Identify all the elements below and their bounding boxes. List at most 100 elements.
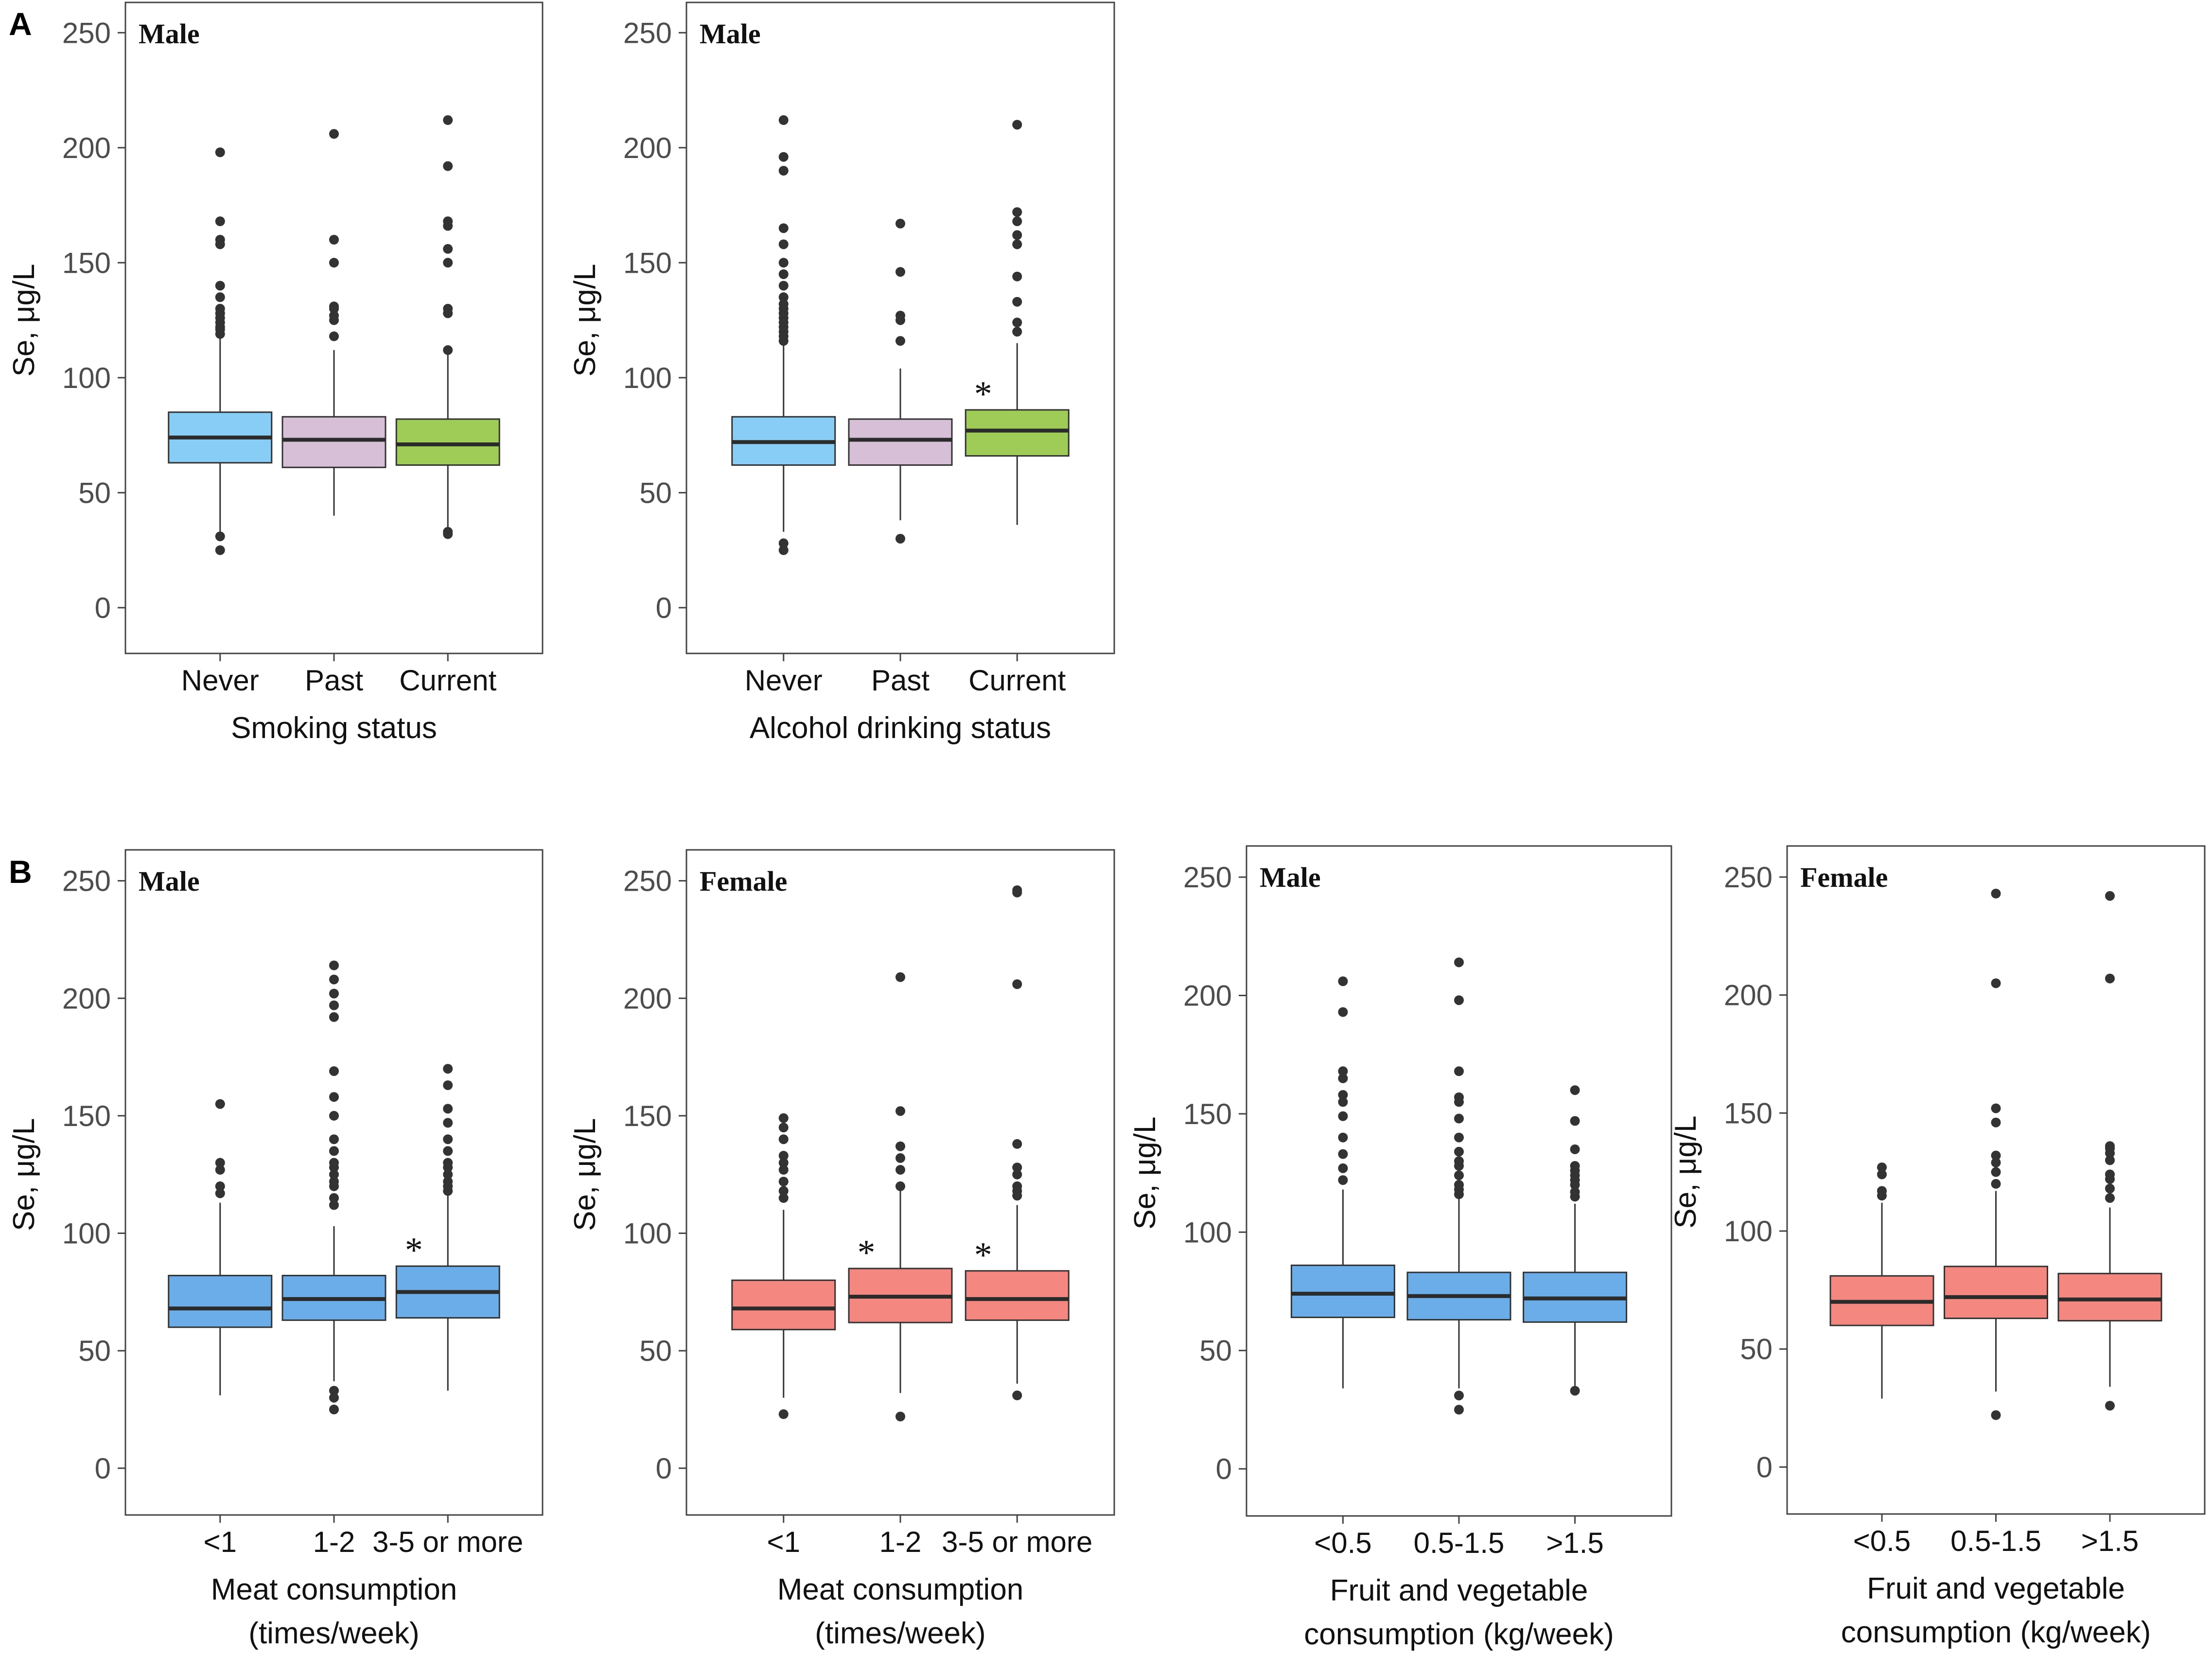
outlier-point xyxy=(1012,216,1022,227)
outlier-point xyxy=(1570,1161,1580,1171)
box-3: * xyxy=(965,120,1070,525)
outlier-point xyxy=(215,1181,225,1191)
outlier-point xyxy=(329,311,339,321)
outlier-point xyxy=(1454,995,1464,1005)
outlier-point xyxy=(329,988,339,999)
outlier-point xyxy=(778,292,789,302)
outlier-point xyxy=(778,152,789,162)
outlier-point xyxy=(2105,891,2115,901)
outlier-point xyxy=(1338,1007,1348,1017)
outlier-point xyxy=(778,1409,789,1419)
outlier-point xyxy=(329,129,339,139)
outlier-point xyxy=(443,527,453,537)
outlier-point xyxy=(329,1386,339,1396)
iqr-box xyxy=(168,1275,273,1328)
outlier-point xyxy=(778,1113,789,1123)
y-tick-label: 100 xyxy=(62,362,111,394)
outlier-point xyxy=(1570,1187,1580,1197)
x-tick-label: Past xyxy=(871,664,930,697)
outlier-point xyxy=(1012,271,1022,282)
outlier-point xyxy=(895,218,905,229)
outlier-point xyxy=(1454,1391,1464,1401)
x-tick-label: 0.5-1.5 xyxy=(1414,1527,1505,1559)
outlier-point xyxy=(895,267,905,277)
box-2 xyxy=(281,960,386,1415)
x-axis-title: consumption (kg/week) xyxy=(1304,1618,1614,1651)
outlier-point xyxy=(215,216,225,227)
outlier-point xyxy=(1454,1066,1464,1076)
outlier-point xyxy=(1012,1181,1022,1191)
y-tick-label: 200 xyxy=(623,132,672,164)
outlier-point xyxy=(329,258,339,268)
significance-marker: * xyxy=(974,374,992,414)
outlier-point xyxy=(215,1165,225,1175)
plot-frame xyxy=(124,1,544,654)
outlier-point xyxy=(1877,1169,1887,1180)
outlier-point xyxy=(1991,1167,2001,1177)
x-tick-label: Past xyxy=(305,664,363,697)
outlier-point xyxy=(1012,207,1022,217)
outlier-point xyxy=(329,974,339,985)
outlier-point xyxy=(2105,1193,2115,1203)
chart-5: 0 50 100 150 200 250 Se, μg/L Male <0.5 0.5-1.5 >1… xyxy=(1128,845,1672,1651)
x-tick-label: Current xyxy=(399,664,496,697)
outlier-point xyxy=(895,1411,905,1422)
outlier-point xyxy=(215,545,225,555)
y-tick-label: 250 xyxy=(1183,861,1232,894)
outlier-point xyxy=(443,1064,453,1074)
outlier-point xyxy=(1991,1158,2001,1168)
y-tick-label: 50 xyxy=(78,1335,111,1367)
box-3: * xyxy=(395,1064,500,1391)
group-label: Male xyxy=(139,18,200,50)
x-tick-label: 1-2 xyxy=(313,1526,355,1558)
box-2 xyxy=(281,129,386,516)
outlier-point xyxy=(1338,1163,1348,1173)
iqr-box xyxy=(965,1270,1070,1321)
outlier-point xyxy=(778,1123,789,1133)
outlier-point xyxy=(329,960,339,970)
outlier-point xyxy=(443,303,453,314)
y-axis-title: Se, μg/L xyxy=(568,264,602,376)
iqr-box xyxy=(1944,1266,2048,1320)
outlier-point xyxy=(215,1099,225,1109)
outlier-point xyxy=(1570,1085,1580,1095)
group-label: Female xyxy=(1800,862,1888,893)
panel-label-a: A xyxy=(9,6,32,42)
outlier-point xyxy=(2105,1183,2115,1194)
y-tick-label: 200 xyxy=(1724,979,1773,1012)
x-tick-label: Current xyxy=(968,664,1066,697)
box-1 xyxy=(1829,1162,1934,1399)
box-1 xyxy=(731,115,836,555)
outlier-point xyxy=(1338,1090,1348,1100)
significance-marker: * xyxy=(405,1231,423,1270)
group-label: Male xyxy=(1260,862,1321,893)
outlier-point xyxy=(443,345,453,355)
outlier-point xyxy=(1338,1132,1348,1143)
outlier-point xyxy=(329,1392,339,1403)
y-tick-label: 200 xyxy=(623,982,672,1015)
y-tick-label: 250 xyxy=(62,865,111,898)
y-axis-title: Se, μg/L xyxy=(7,264,41,376)
outlier-point xyxy=(1012,230,1022,240)
outlier-point xyxy=(778,1193,789,1203)
group-label: Female xyxy=(700,865,787,897)
outlier-point xyxy=(329,1158,339,1168)
outlier-point xyxy=(1991,978,2001,988)
outlier-point xyxy=(1991,888,2001,898)
x-axis-title: (times/week) xyxy=(248,1617,419,1650)
x-tick-label: <1 xyxy=(204,1526,237,1558)
outlier-point xyxy=(2105,1401,2115,1411)
x-tick-label: <1 xyxy=(767,1526,800,1558)
outlier-point xyxy=(778,239,789,249)
outlier-point xyxy=(1991,1117,2001,1127)
outlier-point xyxy=(778,115,789,125)
outlier-point xyxy=(1877,1186,1887,1196)
x-tick-label: >1.5 xyxy=(2081,1525,2139,1557)
outlier-point xyxy=(215,1188,225,1198)
iqr-box xyxy=(395,418,500,466)
outlier-point xyxy=(329,1193,339,1203)
outlier-point xyxy=(778,281,789,291)
y-tick-label: 250 xyxy=(62,17,111,49)
outlier-point xyxy=(778,1186,789,1196)
y-tick-label: 100 xyxy=(623,1217,672,1250)
